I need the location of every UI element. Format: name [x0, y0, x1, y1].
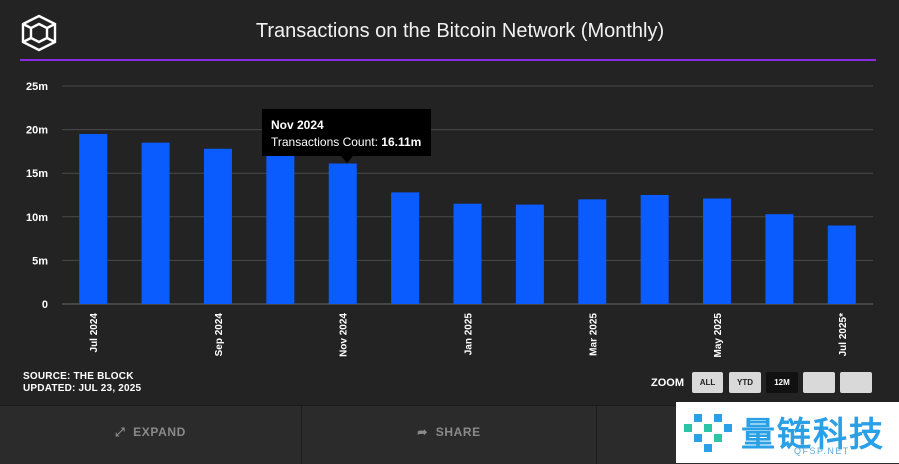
bar	[640, 195, 669, 304]
zoom-blank-button-2[interactable]	[840, 372, 872, 393]
zoom-all-button[interactable]: ALL	[692, 372, 723, 393]
updated-line: UPDATED: JUL 23, 2025	[23, 383, 142, 394]
bar	[141, 142, 170, 304]
expand-label: EXPAND	[133, 425, 186, 439]
chart-title: Transactions on the Bitcoin Network (Mon…	[255, 20, 665, 42]
bar	[79, 133, 108, 304]
the-block-logo-icon	[21, 14, 57, 52]
zoom-12m-button[interactable]: 12M	[766, 372, 798, 393]
zoom-blank-button-1[interactable]	[803, 372, 835, 393]
bar	[765, 214, 794, 304]
watermark-subtext: QFSP.NET	[794, 446, 850, 456]
share-label: SHARE	[435, 425, 481, 439]
tooltip-arrow	[341, 156, 353, 163]
bar	[328, 163, 357, 304]
source-note: SOURCE: THE BLOCK UPDATED: JUL 23, 2025	[23, 371, 141, 395]
y-tick-label: 15m	[26, 168, 48, 180]
x-tick-label: Sep 2024	[214, 313, 225, 357]
y-tick-label: 5m	[32, 255, 48, 267]
tooltip-value: 16.11m	[381, 135, 422, 149]
y-tick-label: 20m	[26, 125, 48, 137]
tooltip-label: Transactions Count:	[271, 135, 378, 149]
footer-divider	[596, 406, 597, 464]
x-tick-label: Jan 2025	[464, 313, 475, 356]
bar-chart: 0 5m 10m 15m 20m 25m Jul 2024 Sep 2024 Nov 2024 J…	[26, 81, 873, 358]
bar	[266, 154, 295, 304]
y-tick-label: 0	[42, 299, 48, 311]
share-icon: ➦	[417, 425, 428, 439]
watermark-text: 量链科技	[741, 415, 885, 455]
x-tick-label: Jul 2024	[89, 313, 100, 353]
x-tick-label: May 2025	[713, 313, 724, 358]
zoom-ytd-button[interactable]: YTD	[729, 372, 761, 393]
x-tick-label: Jul 2025*	[838, 313, 849, 356]
title-divider	[20, 59, 876, 61]
tooltip-period: Nov 2024	[271, 118, 324, 132]
x-tick-label: Nov 2024	[339, 313, 350, 357]
expand-button[interactable]: ⤢ EXPAND	[0, 406, 301, 464]
footer-divider	[301, 406, 302, 464]
watermark: 量链科技 QFSP.NET	[676, 402, 899, 463]
bar	[703, 198, 732, 304]
bar	[578, 199, 607, 304]
chart-tooltip: Nov 2024 Transactions Count: 16.11m	[262, 109, 431, 156]
zoom-label: ZOOM	[651, 377, 684, 389]
bar	[391, 192, 420, 304]
bar	[453, 203, 482, 304]
y-tick-label: 10m	[26, 212, 48, 224]
y-tick-label: 25m	[26, 81, 48, 93]
bar	[827, 225, 856, 304]
tooltip-value-line: Transactions Count: 16.11m	[271, 135, 421, 149]
watermark-logo-icon	[684, 414, 732, 452]
expand-icon: ⤢	[115, 425, 126, 439]
x-tick-label: Mar 2025	[588, 313, 599, 356]
share-button[interactable]: ➦ SHARE	[302, 406, 596, 464]
bar	[515, 204, 544, 304]
bar	[203, 148, 232, 304]
source-line: SOURCE: THE BLOCK	[23, 371, 134, 382]
